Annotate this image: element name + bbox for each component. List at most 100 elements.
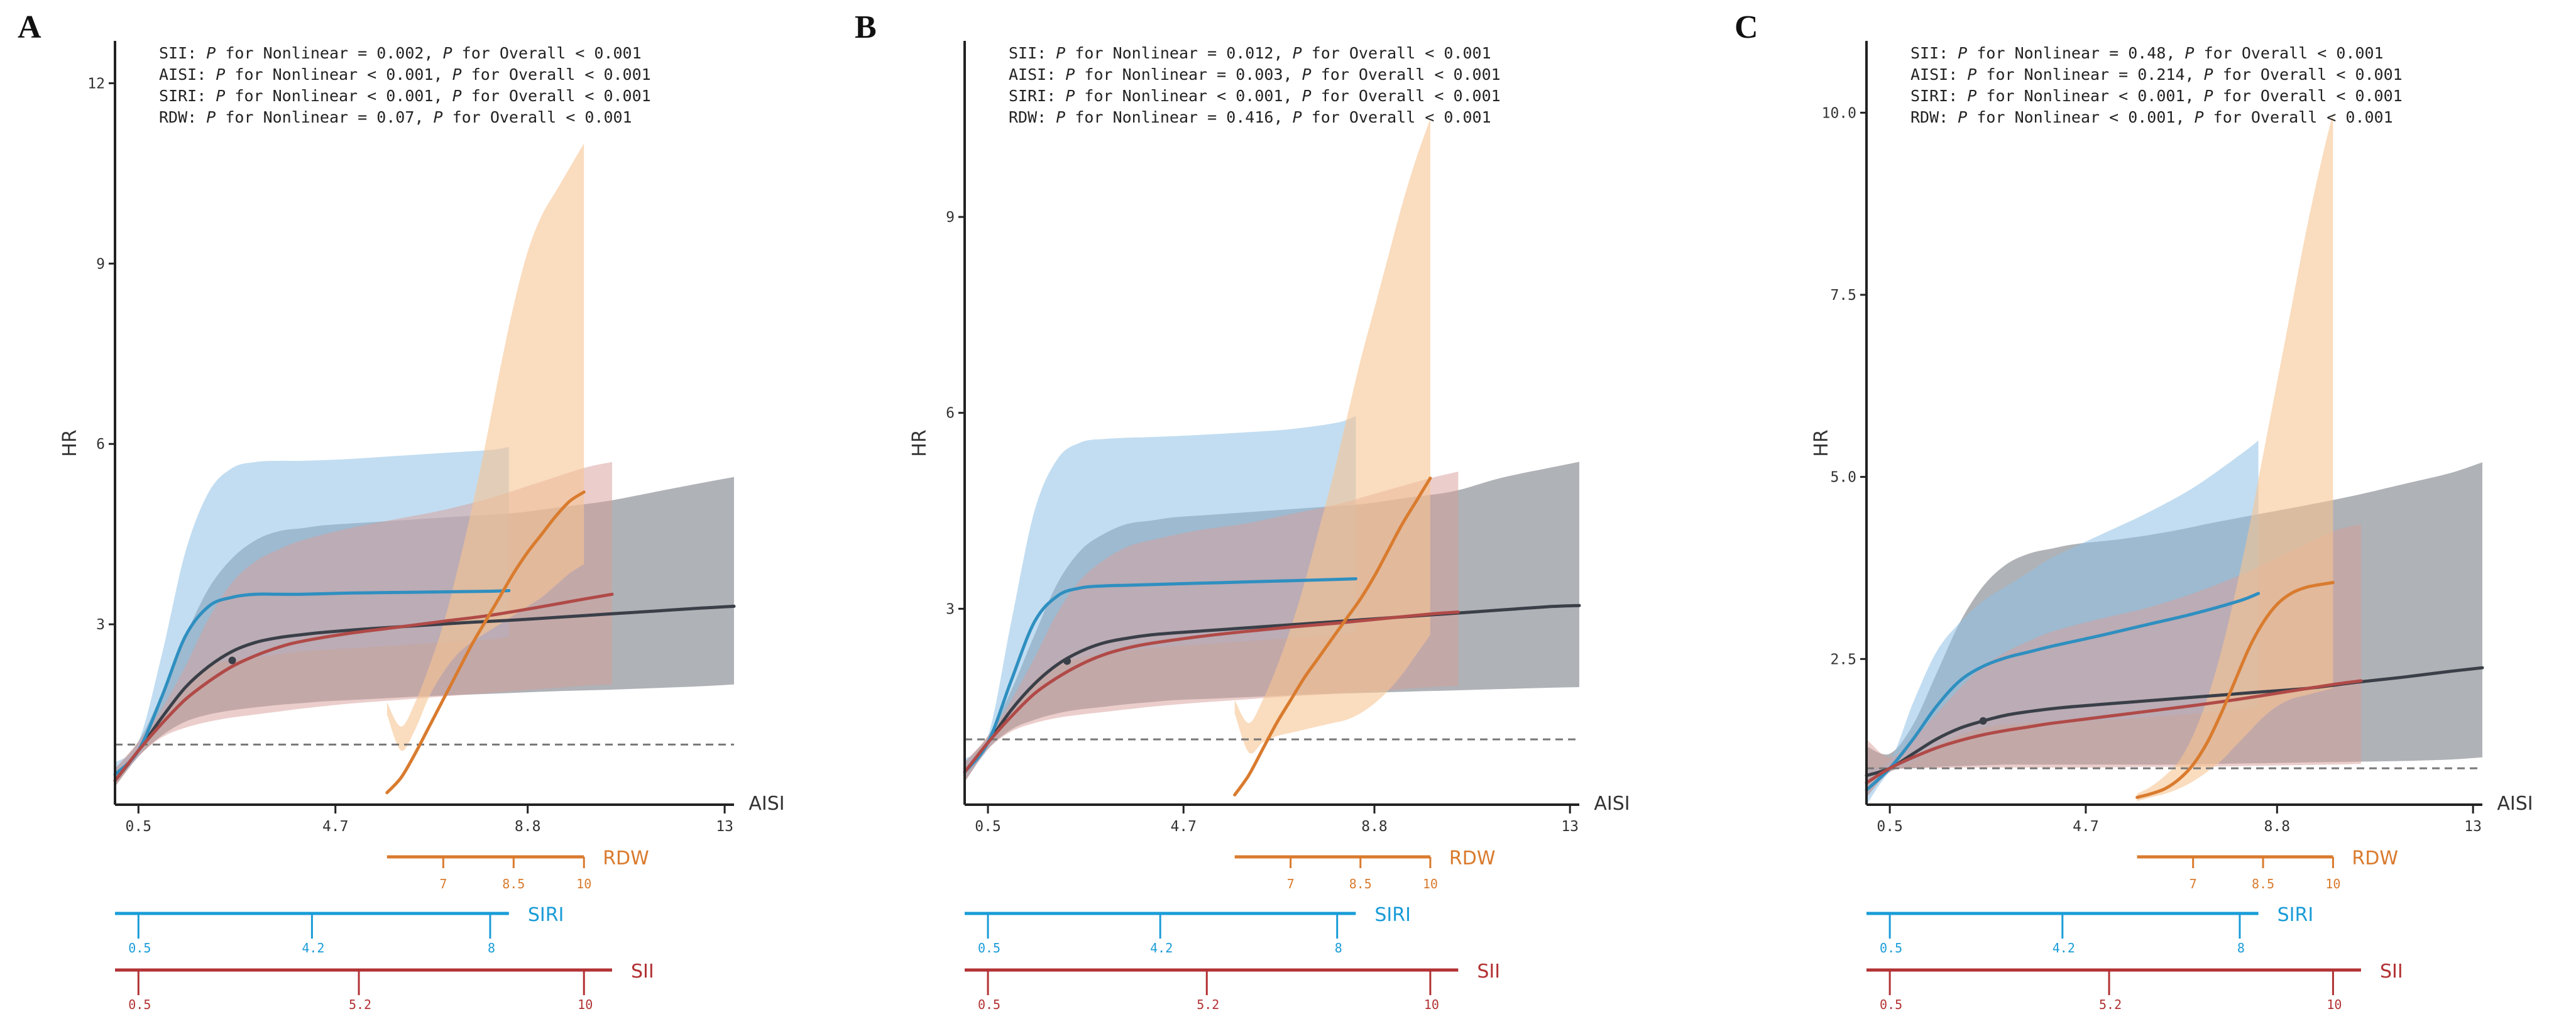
scale-tick-label: 5.2 <box>1197 997 1219 1012</box>
scale-name-rdw: RDW <box>1449 847 1496 869</box>
annotation-part: P <box>1958 44 1967 62</box>
y-axis-title: HR <box>1811 429 1833 456</box>
scale-tick-label: 4.2 <box>2053 940 2075 956</box>
annotation-part: P <box>1967 65 1976 84</box>
y-axis-title: HR <box>59 429 81 456</box>
y-tick-label: 9 <box>96 256 105 272</box>
scale-tick-label: 7 <box>2190 876 2197 891</box>
x-tick-label: 13 <box>2464 819 2482 835</box>
scale-tick-label: 8.5 <box>2252 876 2274 891</box>
annotation-part: P <box>452 65 462 84</box>
annotation-part: for Nonlinear = 0.416, <box>1065 108 1292 126</box>
scale-tick-label: 4.2 <box>302 940 324 956</box>
scale-tick-label: 0.5 <box>128 940 151 956</box>
annotation-part: for Overall < 0.001 <box>2213 65 2403 84</box>
scale-tick-label: 10 <box>1424 997 1439 1012</box>
y-tick-label: 12 <box>87 75 105 92</box>
scale-tick-label: 4.2 <box>1150 940 1173 956</box>
y-tick-label: 3 <box>96 617 105 633</box>
annotation-part: P <box>216 65 225 84</box>
annotation-part: SIRI: <box>1009 87 1065 105</box>
annotation-part: P <box>1065 65 1075 84</box>
x-tick-label: 4.7 <box>1170 819 1197 835</box>
line-aisi <box>113 604 736 783</box>
x-tick-label: 8.8 <box>1361 819 1388 835</box>
panel-letter: C <box>1735 9 1758 45</box>
scale-name-rdw: RDW <box>2352 847 2398 869</box>
scale-tick-label: 10 <box>1423 876 1438 891</box>
p-value-annotation: RDW: P for Nonlinear = 0.416, P for Over… <box>1009 108 1491 126</box>
line-marker-aisi <box>1979 717 1987 725</box>
annotation-part: for Nonlinear < 0.001, <box>225 87 452 105</box>
annotation-part: P <box>1056 44 1065 62</box>
x-tick-label: 13 <box>716 819 733 835</box>
p-value-annotation: SIRI: P for Nonlinear < 0.001, P for Ove… <box>159 87 651 105</box>
y-axis-title: HR <box>909 429 931 456</box>
scale-tick-label: 0.5 <box>1880 997 1902 1012</box>
x-axis-title: AISI <box>1594 793 1630 815</box>
annotation-part: for Nonlinear < 0.001, <box>1976 87 2203 105</box>
scale-tick-label: 7 <box>439 876 447 891</box>
annotation-part: for Overall < 0.001 <box>443 108 632 126</box>
p-value-annotation: RDW: P for Nonlinear < 0.001, P for Over… <box>1910 108 2393 126</box>
annotation-part: P <box>1056 108 1065 126</box>
scale-tick-label: 0.5 <box>1880 940 1902 956</box>
line-rdw <box>385 490 586 795</box>
annotation-part: SII: <box>1910 44 1958 62</box>
scale-tick-label: 8 <box>1335 940 1342 956</box>
annotation-part: for Nonlinear < 0.001, <box>1075 87 1302 105</box>
scale-name-siri: SIRI <box>528 904 564 926</box>
annotation-part: P <box>2204 65 2213 84</box>
line-marker-aisi <box>1063 657 1071 665</box>
annotation-part: for Overall < 0.001 <box>462 87 651 105</box>
annotation-part: for Nonlinear = 0.48, <box>1967 44 2184 62</box>
annotation-part: P <box>1967 87 1976 105</box>
y-tick-label: 6 <box>96 436 105 453</box>
panel-C: C 2.5 5.0 7.5 10.0 HR 0.5 4.7 8.8 13 AISI SII: P fo… <box>1735 9 2533 1012</box>
scale-tick-label: 5.2 <box>2099 997 2122 1012</box>
x-tick-label: 0.5 <box>126 819 152 835</box>
annotation-part: SIRI: <box>1910 87 1967 105</box>
scale-name-rdw: RDW <box>603 847 649 869</box>
annotation-part: for Overall < 0.001 <box>2204 108 2393 126</box>
p-value-annotation: RDW: P for Nonlinear = 0.07, P for Overa… <box>159 108 632 126</box>
scale-tick-label: 0.5 <box>128 997 151 1012</box>
line-sii <box>1865 679 2363 785</box>
x-axis-title: AISI <box>748 793 784 815</box>
p-value-annotation: SII: P for Nonlinear = 0.002, P for Over… <box>159 44 642 62</box>
ci-band-rdw <box>386 143 584 751</box>
annotation-part: P <box>2204 87 2213 105</box>
x-tick-label: 4.7 <box>322 819 349 835</box>
ci-band-rdw <box>1234 119 1430 754</box>
annotation-part: P <box>452 87 462 105</box>
x-tick-label: 13 <box>1561 819 1579 835</box>
y-tick-label: 10.0 <box>1822 105 1856 121</box>
annotation-part: for Nonlinear = 0.214, <box>1976 65 2203 84</box>
annotation-part: for Nonlinear = 0.07, <box>216 108 433 126</box>
annotation-part: SIRI: <box>159 87 216 105</box>
annotation-part: for Nonlinear = 0.003, <box>1075 65 1302 84</box>
annotation-part: RDW: <box>1009 108 1056 126</box>
annotation-part: P <box>206 108 216 126</box>
p-value-annotation: SIRI: P for Nonlinear < 0.001, P for Ove… <box>1009 87 1501 105</box>
scale-tick-label: 5.2 <box>349 997 371 1012</box>
line-siri <box>963 577 1357 774</box>
panel-A: A 3 6 9 12 HR 0.5 4.7 8.8 13 AISI SII: P for Nonlin… <box>18 9 785 1012</box>
annotation-part: P <box>2195 108 2204 126</box>
p-value-annotation: SII: P for Nonlinear = 0.48, P for Overa… <box>1910 44 2384 62</box>
scale-name-siri: SIRI <box>1374 904 1411 926</box>
line-rdw <box>2135 581 2335 799</box>
annotation-part: P <box>1302 87 1312 105</box>
annotation-part: for Nonlinear < 0.001, <box>1967 108 2194 126</box>
annotation-part: P <box>216 87 225 105</box>
y-tick-label: 6 <box>946 405 955 422</box>
scale-tick-label: 8.5 <box>502 876 525 891</box>
annotation-part: for Overall < 0.001 <box>1312 87 1501 105</box>
p-value-annotation: AISI: P for Nonlinear = 0.214, P for Ove… <box>1910 65 2403 84</box>
scale-tick-label: 10 <box>2325 876 2340 891</box>
line-sii <box>113 592 614 783</box>
y-tick-label: 2.5 <box>1830 651 1856 668</box>
scale-tick-label: 0.5 <box>978 997 1000 1012</box>
annotation-part: for Overall < 0.001 <box>1302 44 1491 62</box>
